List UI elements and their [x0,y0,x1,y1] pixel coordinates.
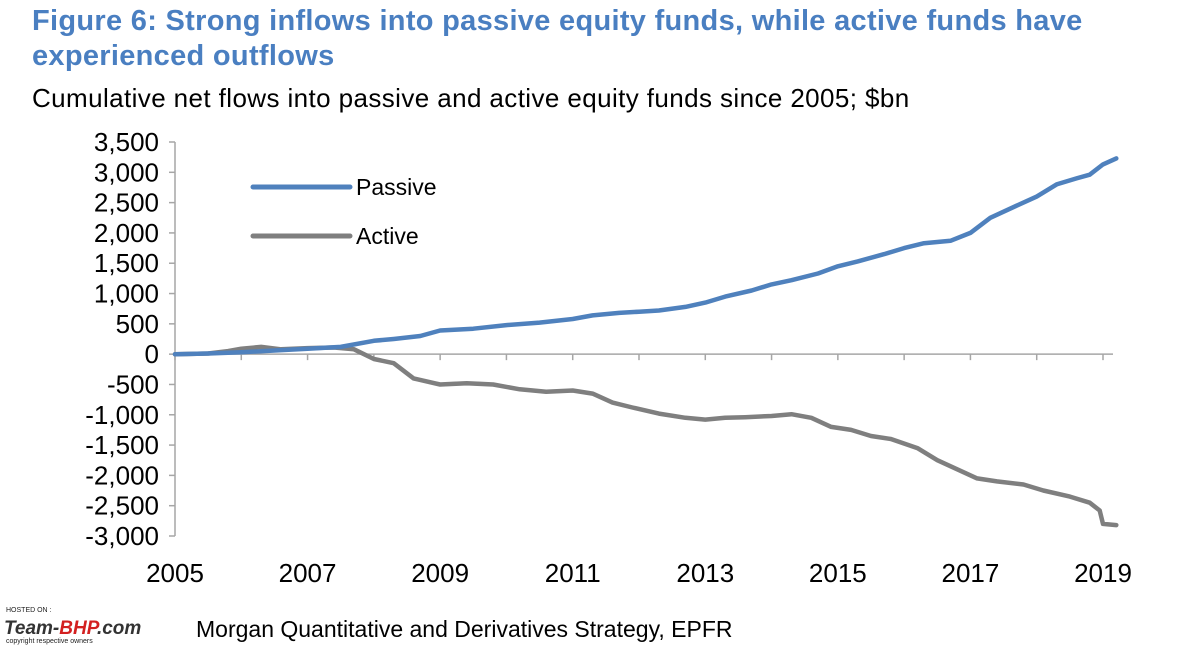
y-tick-label: 2,000 [94,218,159,248]
chart-axes: 3,5003,0002,5002,0001,5001,0005000-500-1… [85,127,1132,588]
y-tick-label: 3,000 [94,157,159,187]
y-tick-label: 0 [145,339,159,369]
series-line-passive [172,156,1119,357]
x-tick-label: 2007 [279,558,337,588]
y-tick-label: 3,500 [94,127,159,157]
x-tick-label: 2019 [1074,558,1132,588]
watermark-site-suffix: .com [96,618,142,639]
x-tick-label: 2017 [942,558,1000,588]
y-tick-label: 1,500 [94,248,159,278]
x-tick-label: 2015 [809,558,867,588]
y-tick-label: -2,000 [85,460,159,490]
watermark-site-prefix: Team- [4,618,60,639]
y-tick-label: 2,500 [94,188,159,218]
chart-subtitle: Cumulative net flows into passive and ac… [32,83,910,113]
watermark-copyright: copyright respective owners [6,638,93,645]
line-chart: 3,5003,0002,5002,0001,5001,0005000-500-1… [85,127,1132,588]
y-tick-label: -3,000 [85,521,159,551]
watermark-site-brand: BHP [59,618,97,639]
y-tick-label: -500 [107,369,159,399]
y-tick-label: -2,500 [85,491,159,521]
watermark-site-logo: Team-BHP.com [4,618,141,640]
y-tick-label: -1,500 [85,430,159,460]
x-tick-label: 2009 [411,558,469,588]
chart-legend: Passive Active [250,174,437,249]
x-tick-label: 2013 [676,558,734,588]
hosted-watermark: HOSTED ON : Team-BHP.com copyright respe… [4,607,194,647]
y-tick-label: 1,000 [94,279,159,309]
watermark-hosted-on: HOSTED ON : [6,607,52,614]
y-tick-label: 500 [116,309,159,339]
x-tick-label: 2005 [146,558,204,588]
series-layer [172,156,1119,528]
y-tick-label: -1,000 [85,400,159,430]
chart-source: Morgan Quantitative and Derivatives Stra… [196,616,733,642]
series-line-active [172,344,1119,528]
legend-label-passive: Passive [356,174,437,200]
legend-label-active: Active [356,223,419,249]
x-tick-label: 2011 [545,558,601,588]
chart-title: Figure 6: Strong inflows into passive eq… [32,5,1083,72]
